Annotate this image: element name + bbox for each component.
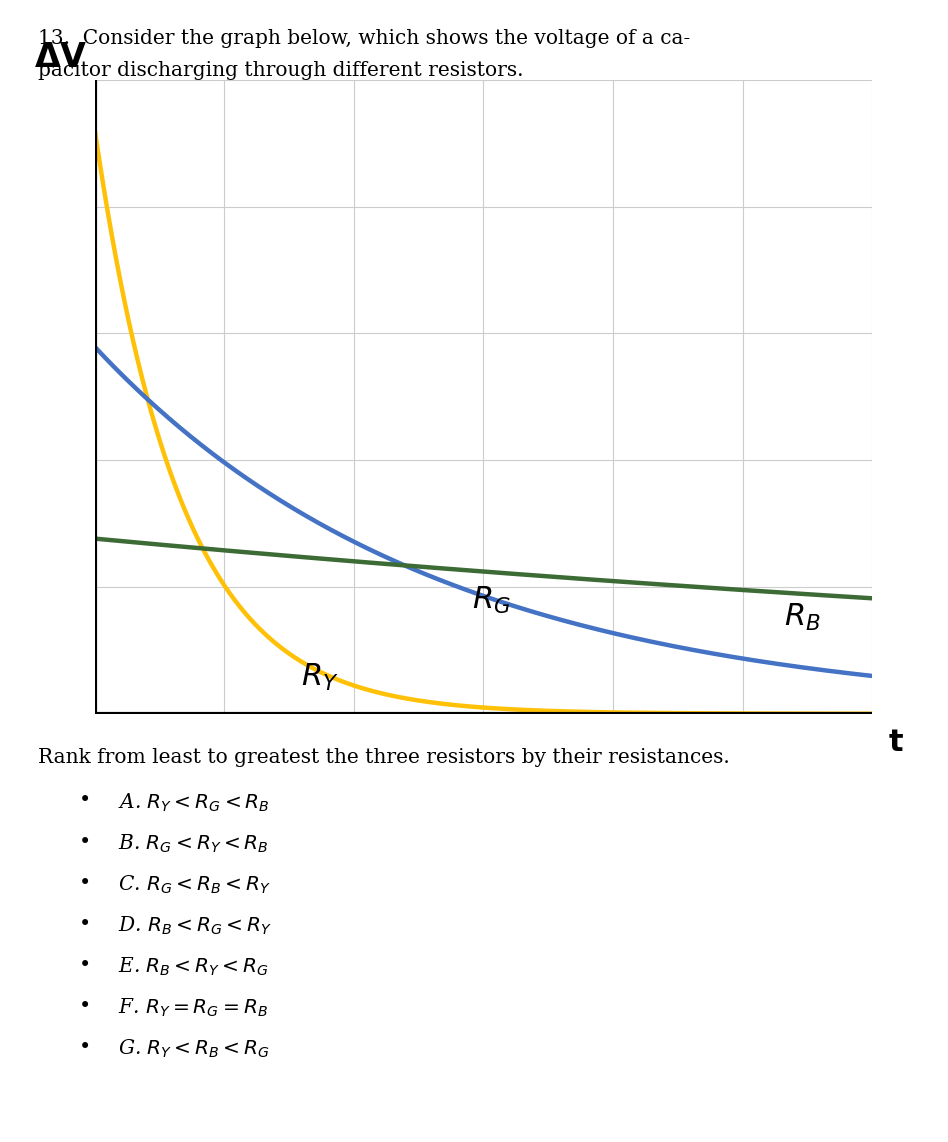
Text: G. $R_Y < R_B < R_G$: G. $R_Y < R_B < R_G$	[118, 1038, 270, 1061]
Text: F. $R_Y = R_G = R_B$: F. $R_Y = R_G = R_B$	[118, 997, 268, 1020]
Text: pacitor discharging through different resistors.: pacitor discharging through different re…	[38, 61, 523, 80]
Text: C. $R_G < R_B < R_Y$: C. $R_G < R_B < R_Y$	[118, 874, 271, 896]
Text: 13.  Consider the graph below, which shows the voltage of a ca-: 13. Consider the graph below, which show…	[38, 29, 690, 48]
Text: $\mathbf{\Delta V}$: $\mathbf{\Delta V}$	[34, 41, 87, 73]
Text: •: •	[80, 997, 91, 1016]
Text: •: •	[80, 833, 91, 852]
Text: $\mathbf{t}$: $\mathbf{t}$	[887, 726, 903, 757]
Text: •: •	[80, 956, 91, 975]
Text: $R_G$: $R_G$	[472, 585, 511, 616]
Text: A. $R_Y < R_G < R_B$: A. $R_Y < R_G < R_B$	[118, 791, 270, 814]
Text: •: •	[80, 874, 91, 893]
Text: D. $R_B < R_G < R_Y$: D. $R_B < R_G < R_Y$	[118, 915, 272, 938]
Text: •: •	[80, 791, 91, 811]
Text: •: •	[80, 1038, 91, 1057]
Text: Rank from least to greatest the three resistors by their resistances.: Rank from least to greatest the three re…	[38, 748, 730, 767]
Text: E. $R_B < R_Y < R_G$: E. $R_B < R_Y < R_G$	[118, 956, 269, 979]
Text: B. $R_G < R_Y < R_B$: B. $R_G < R_Y < R_B$	[118, 833, 269, 855]
Text: $R_B$: $R_B$	[784, 602, 820, 633]
Text: $R_Y$: $R_Y$	[301, 661, 339, 692]
Text: •: •	[80, 915, 91, 934]
